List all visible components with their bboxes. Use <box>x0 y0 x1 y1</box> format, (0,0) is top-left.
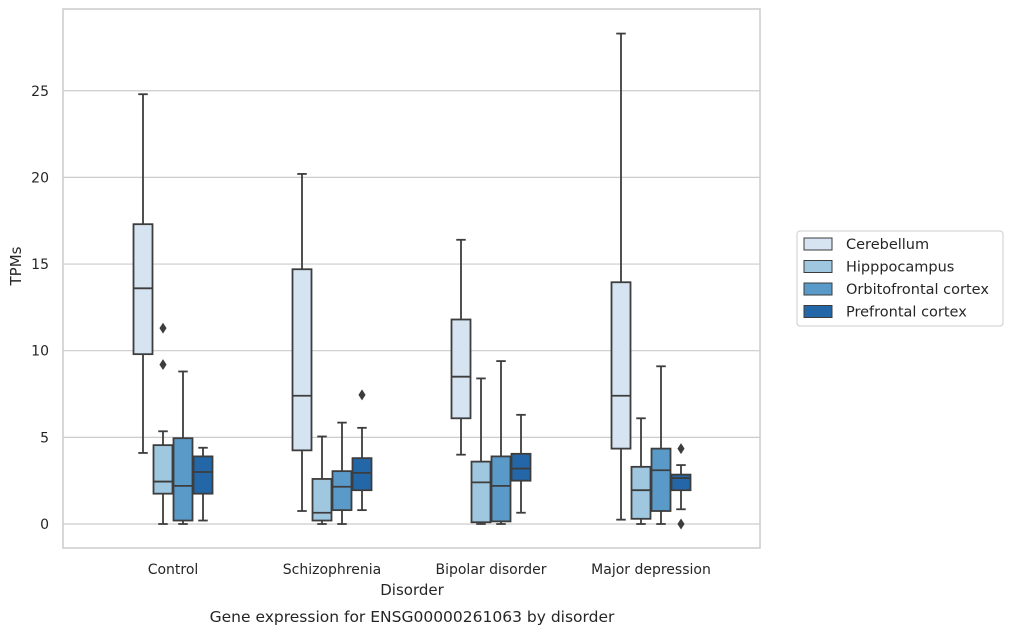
y-tick-label: 20 <box>31 170 49 186</box>
legend-label: Prefrontal cortex <box>846 305 967 321</box>
iqr-box <box>351 457 373 492</box>
box-2-3 <box>650 365 672 525</box>
legend-label: Orbitofrontal cortex <box>846 282 989 298</box>
box-0-2 <box>450 238 472 456</box>
legend-swatch <box>803 282 833 296</box>
legend-swatch <box>803 237 833 251</box>
iqr-box <box>610 281 632 450</box>
y-tick-label: 0 <box>40 517 49 533</box>
iqr-box <box>331 470 353 512</box>
box-2-0 <box>172 370 194 525</box>
legend-swatch <box>803 260 833 273</box>
iqr-box <box>470 460 492 524</box>
legend-label: Hipppocampus <box>846 260 954 276</box>
outlier-point <box>358 389 366 401</box>
outlier-point <box>159 359 167 371</box>
iqr-box <box>490 455 512 523</box>
legend-swatch <box>803 305 833 318</box>
y-tick-label: 25 <box>31 84 49 100</box>
iqr-box <box>311 478 333 522</box>
legend: Cerebellum Hipppocampus Orbitofrontal cort… <box>796 230 1004 327</box>
box-1-1 <box>311 435 333 525</box>
box-0-3 <box>610 32 632 521</box>
y-tick-label: 15 <box>31 257 49 273</box>
x-tick-labels: Control Schizophrenia Bipolar disorder Majo… <box>148 562 711 578</box>
iqr-box <box>510 452 532 482</box>
iqr-box <box>172 437 194 522</box>
box-3-0 <box>192 446 214 522</box>
iqr-box <box>630 465 652 520</box>
box-3-3 <box>670 443 692 530</box>
box-1-3 <box>630 417 652 525</box>
iqr-box <box>152 444 174 495</box>
outlier-point <box>159 322 167 334</box>
iqr-box <box>291 268 313 452</box>
iqr-box <box>450 318 472 420</box>
y-tick-label: 5 <box>40 430 49 446</box>
outlier-point <box>677 518 685 530</box>
box-0-0 <box>132 93 154 454</box>
y-tick-label: 10 <box>31 344 49 360</box>
iqr-box <box>192 455 214 495</box>
y-axis-label: TPMs <box>7 246 25 286</box>
y-tick-labels: 0 5 10 15 20 25 <box>31 84 49 533</box>
box-3-2 <box>510 413 532 514</box>
x-tick-label: Major depression <box>591 562 711 578</box>
plot-frame <box>62 8 761 549</box>
x-axis-label: Disorder <box>380 581 444 599</box>
x-tick-label: Bipolar disorder <box>435 562 546 578</box>
box-0-1 <box>291 173 313 512</box>
legend-label: Cerebellum <box>846 237 929 253</box>
iqr-box <box>650 447 672 512</box>
box-3-1 <box>351 389 373 512</box>
box-2-1 <box>331 421 353 525</box>
plot-boxes <box>132 32 692 530</box>
outlier-point <box>677 443 685 455</box>
x-tick-label: Control <box>148 562 199 578</box>
box-2-2 <box>490 360 512 525</box>
box-1-0 <box>152 322 174 525</box>
legend-frame <box>796 230 1004 327</box>
chart-title: Gene expression for ENSG00000261063 by d… <box>210 608 615 626</box>
box-1-2 <box>470 377 492 525</box>
x-tick-label: Schizophrenia <box>283 562 381 578</box>
iqr-box <box>670 473 692 492</box>
